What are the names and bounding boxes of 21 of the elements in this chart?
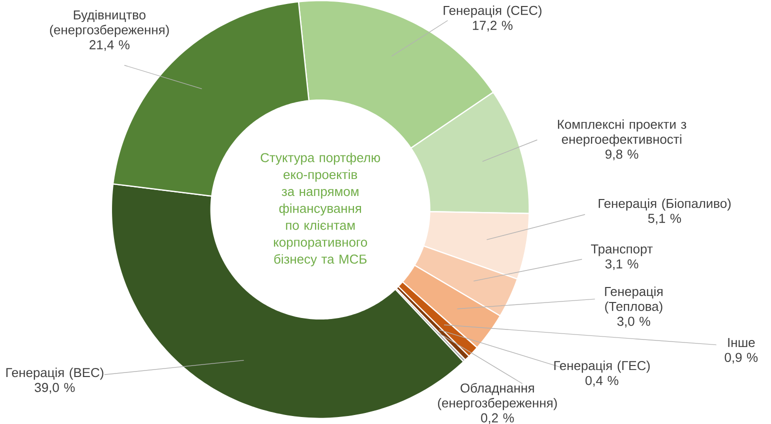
data-label: 17,2 % [472,20,512,32]
data-label: 3,1 % [605,259,638,270]
data-label: 9,8 % [605,150,638,160]
data-label: 3,0 % [617,316,650,328]
slice-label: Генерація (Біопаливо) [598,198,731,211]
slice-label: Обладнання (енергозбереження) [438,383,557,410]
text: Стуктура портфелю еко-проектів за напрямом фінансування по клієнтам корпоративного бізнесу та МСБ [260,152,380,266]
data-label: 21,4 % [90,40,130,51]
slice-label: Комплексні проекти з енергоефективності [558,119,686,146]
data-label: 39,0 % [34,382,75,394]
data-label: 5,1 % [648,214,681,224]
slice-label: Будівництво (енергозбереження) [50,10,169,37]
slice-label: Генерація (СЕС) [444,6,542,18]
slice-label: Генерація (Теплова) [605,286,662,314]
slice-label: Інше [728,338,755,348]
data-label: 0,9 % [724,352,758,364]
data-label: 0,2 % [481,413,514,424]
slice-label: Генерація (ГЕС) [554,360,650,373]
slice-label: Генерація (ВЕС) [6,368,104,380]
data-label: 0,4 % [585,376,618,387]
slice-label: Транспорт [590,244,653,256]
